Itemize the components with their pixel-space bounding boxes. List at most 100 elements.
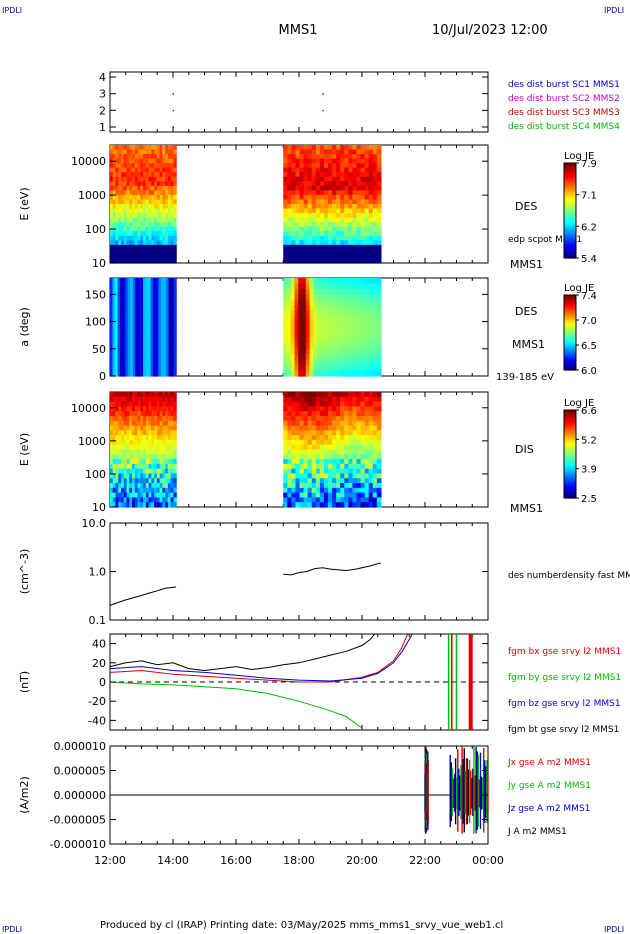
heatmap-cell — [112, 316, 116, 323]
heatmap-cell — [320, 337, 326, 344]
heatmap-cell — [307, 487, 313, 494]
heatmap-cell — [120, 305, 124, 312]
heatmap-cell — [364, 208, 370, 214]
heatmap-cell — [159, 217, 163, 223]
heatmap-cell — [117, 365, 121, 372]
heatmap-cell — [150, 299, 154, 306]
dis-energy-colorbar: Log JE2.53.95.26.6 — [563, 398, 597, 505]
heatmap-cell — [364, 497, 370, 503]
heatmap-cell — [369, 370, 374, 377]
heatmap-cell — [167, 411, 172, 417]
heatmap-cell — [328, 473, 333, 479]
heatmap-cell — [328, 190, 333, 196]
current-legend-entry: J A m2 MMS1 — [507, 827, 567, 837]
heatmap-cell — [162, 226, 166, 232]
heatmap-cell — [352, 204, 358, 210]
heatmap-cell — [115, 449, 119, 455]
heatmap-cell — [145, 327, 149, 334]
heatmap-cell — [305, 343, 311, 350]
heatmap-cell — [344, 454, 349, 460]
heatmap-cell — [170, 473, 174, 479]
heatmap-cell — [328, 167, 333, 173]
heatmap-cell — [115, 154, 119, 160]
heatmap-cell — [335, 294, 341, 301]
heatmap-cell — [307, 401, 313, 407]
heatmap-cell — [373, 327, 378, 334]
heatmap-cell — [156, 194, 161, 201]
colorbar-cell — [564, 338, 576, 341]
heatmap-cell — [115, 406, 119, 412]
heatmap-cell — [376, 463, 382, 470]
heatmap-cell — [171, 278, 175, 285]
heatmap-cell — [143, 240, 147, 246]
heatmap-cell — [376, 420, 382, 427]
heatmap-cell — [150, 305, 154, 312]
heatmap-cell — [137, 449, 141, 455]
heatmap-cell — [328, 459, 333, 465]
heatmap-cell — [328, 199, 333, 205]
heatmap-cell — [311, 240, 317, 246]
heatmap-cell — [332, 316, 337, 323]
heatmap-cell — [287, 365, 292, 372]
heatmap-cell — [153, 294, 157, 301]
heatmap-cell — [328, 253, 333, 260]
heatmap-cell — [132, 359, 137, 366]
heatmap-cell — [335, 316, 341, 323]
heatmap-cell — [115, 396, 119, 403]
colorbar-cell — [564, 165, 576, 169]
heatmap-cell — [118, 430, 122, 436]
heatmap-cell — [295, 204, 301, 210]
heatmap-cell — [163, 288, 167, 295]
heatmap-cell — [283, 354, 288, 361]
heatmap-cell — [356, 154, 362, 160]
heatmap-cell — [328, 244, 333, 250]
pitch-ylabel: a (deg) — [18, 307, 31, 347]
heatmap-cell — [283, 258, 288, 264]
heatmap-cell — [307, 425, 313, 431]
heatmap-cell — [323, 473, 329, 479]
heatmap-cell — [118, 478, 122, 484]
heatmap-cell — [372, 244, 378, 250]
heatmap-cell — [155, 365, 159, 372]
heatmap-cell — [151, 415, 155, 422]
heatmap-cell — [287, 459, 292, 465]
heatmap-cell — [287, 492, 292, 499]
heatmap-cell — [294, 283, 299, 290]
heatmap-cell — [173, 149, 177, 155]
heatmap-cell — [115, 478, 119, 484]
heatmap-cell — [283, 176, 288, 182]
heatmap-cell — [162, 176, 166, 182]
heatmap-cell — [373, 343, 378, 350]
heatmap-cell — [143, 199, 147, 205]
heatmap-cell — [350, 370, 356, 377]
heatmap-cell — [167, 492, 172, 499]
heatmap-cell — [155, 370, 159, 377]
heatmap-cell — [167, 163, 172, 169]
heatmap-cell — [283, 420, 288, 427]
heatmap-cell — [299, 176, 305, 182]
heatmap-cell — [354, 327, 359, 334]
heatmap-cell — [303, 181, 309, 187]
heatmap-cell — [365, 337, 371, 344]
heatmap-cell — [154, 396, 158, 403]
heatmap-cell — [377, 337, 382, 344]
heatmap-cell — [132, 222, 136, 228]
colorbar-tick-label: 3.9 — [581, 465, 597, 476]
heatmap-cell — [323, 149, 329, 155]
heatmap-cell — [168, 343, 172, 350]
heatmap-cell — [137, 468, 141, 475]
heatmap-cell — [163, 299, 167, 306]
heatmap-cell — [173, 253, 177, 260]
heatmap-cell — [170, 226, 174, 232]
heatmap-cell — [143, 392, 147, 398]
heatmap-cell — [299, 439, 305, 446]
heatmap-cell — [328, 154, 333, 160]
heatmap-cell — [299, 478, 305, 484]
heatmap-cell — [336, 154, 341, 160]
heatmap-cell — [126, 459, 130, 465]
heatmap-cell — [352, 444, 358, 451]
heatmap-cell — [165, 392, 169, 398]
heatmap-cell — [123, 258, 128, 264]
heatmap-cell — [132, 194, 136, 201]
heatmap-cell — [115, 213, 119, 219]
